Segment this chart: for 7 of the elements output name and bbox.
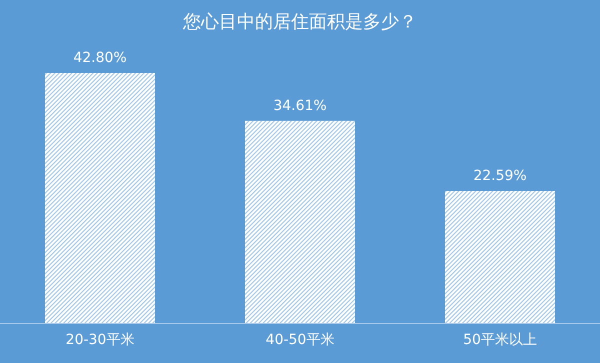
- x-tick-label: 20-30平米: [66, 332, 134, 348]
- data-label: 22.59%: [473, 168, 527, 184]
- chart-title: 您心目中的居住面积是多少？: [182, 12, 417, 32]
- data-label: 34.61%: [273, 98, 327, 114]
- data-label: 42.80%: [73, 50, 127, 66]
- x-tick-label: 40-50平米: [266, 332, 334, 348]
- x-tick-label: 50平米以上: [463, 332, 537, 348]
